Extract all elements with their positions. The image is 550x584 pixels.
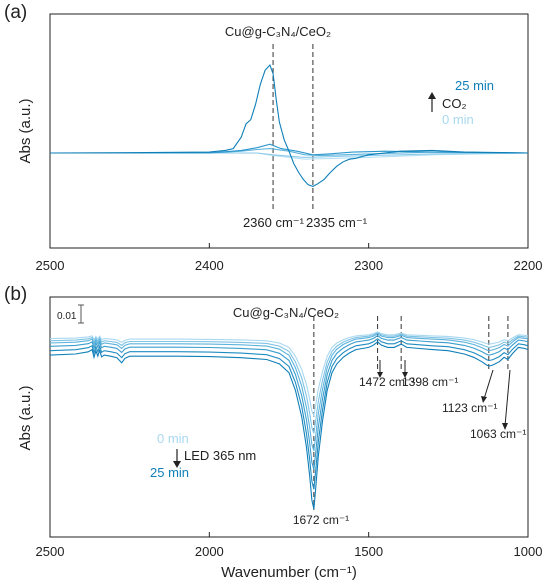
legend-a-bottom-label: 0 min: [442, 112, 474, 127]
x-tick-label-a-2200: 2200: [514, 258, 543, 273]
panel-b-series-line-3: [49, 333, 529, 451]
legend-a-arrow-label: CO₂: [442, 96, 467, 111]
legend-b-bottom-label: 25 min: [150, 465, 189, 480]
arrow-1123: [483, 369, 494, 400]
panel-a-title: Cu@g-C₃N₄/CeO₂: [225, 24, 331, 39]
arrowhead-1063-icon: [502, 423, 508, 430]
annotation-1472: 1472 cm⁻¹: [359, 375, 415, 389]
annotation-1123: 1123 cm⁻¹: [442, 401, 497, 415]
arrowhead-1398-icon: [402, 372, 408, 378]
panel-b-title: Cu@g-C₃N₄/CeO₂: [233, 305, 339, 320]
x-tick-label-a-2300: 2300: [354, 258, 383, 273]
annotation-1672: 1672 cm⁻¹: [293, 513, 349, 527]
legend-b-arrowhead-icon: [173, 461, 181, 468]
panel-b-series-line-4: [49, 332, 529, 434]
annotation-arrowheads: [377, 372, 508, 430]
panel-a: (a) Cu@g-C₃N₄/CeO₂ Abs (a.u.) 2500 2400 23…: [4, 2, 542, 273]
arrowhead-1123-icon: [481, 396, 487, 403]
panel-b-series-line-1: [49, 338, 529, 490]
panel-a-legend: 25 min CO₂ 0 min: [428, 78, 494, 127]
scale-bar: 0.01: [57, 304, 84, 324]
legend-a-arrowhead-icon: [428, 92, 436, 99]
x-tick-label-b-1000: 1000: [514, 544, 543, 559]
panel-a-series-line-1: [50, 143, 529, 156]
annotation-1063: 1063 cm⁻¹: [470, 427, 526, 441]
x-tick-label-b-2000: 2000: [195, 544, 224, 559]
panel-a-x-ticks: 2500 2400 2300 2200: [36, 243, 543, 273]
panel-b-x-ticks: 2500 2000 1500 1000: [36, 532, 543, 559]
arrow-1063: [504, 369, 511, 427]
annotation-2335: 2335 cm⁻¹: [306, 215, 368, 230]
panel-b: (b) Cu@g-C₃N₄/CeO₂ Abs (a.u.) 0.01 2500 2…: [4, 284, 542, 581]
annotation-arrows: [379, 360, 511, 427]
scale-bar-label: 0.01: [57, 311, 77, 322]
panel-a-frame: [49, 13, 529, 249]
panel-b-label: (b): [4, 284, 27, 305]
x-tick-label-a-2500: 2500: [36, 258, 65, 273]
panel-a-series-group: [49, 63, 529, 188]
panel-b-legend: 0 min LED 365 nm 25 min: [150, 431, 256, 480]
panel-b-series-line-0: [49, 341, 529, 510]
legend-b-arrow-label: LED 365 nm: [184, 448, 256, 463]
annotation-1398: 1398 cm⁻¹: [402, 375, 458, 389]
panel-b-ylabel: Abs (a.u.): [17, 385, 34, 450]
panel-b-series-line-5: [49, 331, 529, 418]
x-tick-label-b-2500: 2500: [36, 544, 65, 559]
panel-a-reference-lines: [272, 44, 314, 210]
panel-b-series-group: [49, 331, 529, 510]
annotation-2360: 2360 cm⁻¹: [243, 215, 305, 230]
legend-b-top-label: 0 min: [157, 431, 189, 446]
panel-b-xlabel: Wavenumber (cm⁻¹): [221, 564, 357, 581]
x-tick-label-b-1500: 1500: [354, 544, 383, 559]
panel-b-frame: [49, 296, 529, 538]
panel-a-label: (a): [4, 2, 27, 23]
panel-a-ylabel: Abs (a.u.): [17, 98, 34, 163]
panel-a-series-line-0: [49, 63, 529, 188]
panel-b-series-line-2: [49, 335, 529, 470]
legend-a-top-label: 25 min: [455, 78, 494, 93]
arrowhead-1472-icon: [377, 372, 383, 378]
panel-a-series-line-3: [50, 152, 529, 158]
x-tick-label-a-2400: 2400: [195, 258, 224, 273]
